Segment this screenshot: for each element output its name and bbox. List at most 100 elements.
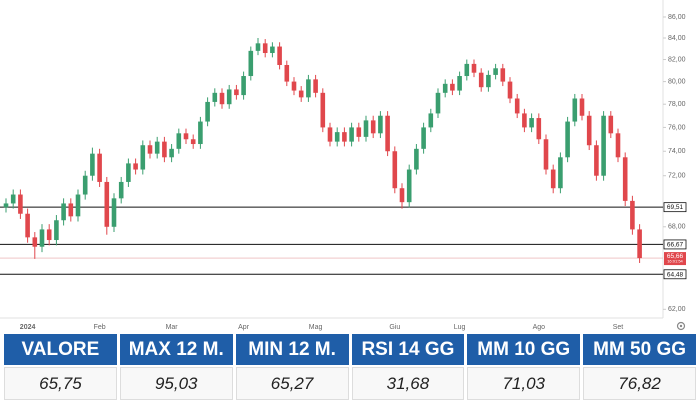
last-price-box xyxy=(664,252,686,266)
y-tick-label: 80,00 xyxy=(668,78,686,85)
chart: 86,00 84,00 82,00 80,00 78,00 76,00 74,00 72,00… xyxy=(0,0,687,331)
candle-body xyxy=(291,81,297,91)
candle-body xyxy=(615,133,621,158)
candle-body xyxy=(39,229,45,247)
y-tick-label: 84,00 xyxy=(668,35,686,42)
candle-body xyxy=(277,46,282,65)
candle-body xyxy=(378,115,383,134)
candle-body xyxy=(363,120,369,137)
candle-body xyxy=(486,74,491,88)
candle-body xyxy=(572,98,578,122)
candle-body xyxy=(637,229,642,259)
candle-body xyxy=(622,157,628,201)
settings-icon[interactable] xyxy=(676,321,686,331)
candle-body xyxy=(334,132,340,142)
candle-body xyxy=(75,194,81,217)
x-tick-label: Lug xyxy=(454,324,466,331)
candle-body xyxy=(241,76,246,96)
last-price-label: 65,66 xyxy=(667,253,684,260)
candle-body xyxy=(442,83,448,93)
candle-body xyxy=(219,92,225,105)
candle-body xyxy=(18,194,23,214)
table-header-cell: MIN 12 M. xyxy=(235,334,349,365)
candle-body xyxy=(536,118,542,140)
table-value-cell: 76,82 xyxy=(583,367,696,400)
table-value-cell: 65,27 xyxy=(235,367,349,400)
candle-body xyxy=(234,89,239,96)
candle-body xyxy=(147,145,153,154)
candle-body xyxy=(298,90,304,98)
table-header-cell: RSI 14 GG xyxy=(351,334,465,365)
y-tick-label: 76,00 xyxy=(668,124,686,131)
y-tick-label: 62,00 xyxy=(668,306,686,313)
candle-body xyxy=(406,169,412,203)
candle-body xyxy=(579,98,585,116)
candle-body xyxy=(133,163,138,170)
candle-body xyxy=(356,127,362,137)
candle-body xyxy=(90,153,95,176)
candle-body xyxy=(558,157,563,189)
candle-body xyxy=(25,213,30,238)
candle-body xyxy=(54,220,59,241)
candle-body xyxy=(104,181,110,227)
candle-body xyxy=(514,98,520,114)
x-tick-label: Ago xyxy=(533,324,546,331)
x-tick-label: Apr xyxy=(238,324,250,331)
x-tick-label: Giu xyxy=(389,324,400,331)
candle-body xyxy=(370,120,376,134)
candle-body xyxy=(522,113,527,128)
candle-body xyxy=(601,115,606,176)
candle-body xyxy=(586,115,592,146)
candle-body xyxy=(284,64,290,82)
candle-body xyxy=(169,148,174,158)
settings-gear[interactable] xyxy=(676,321,686,331)
candle-body xyxy=(226,89,232,105)
candle-body xyxy=(457,76,462,91)
candle-body xyxy=(82,175,88,195)
x-tick-label: Mar xyxy=(166,324,179,331)
candle-body xyxy=(140,145,146,170)
last-price-time: 16:01:54 xyxy=(667,259,683,264)
candle-body xyxy=(126,163,131,182)
candle-body xyxy=(349,127,354,142)
stats-table: VALORE MAX 12 M. MIN 12 M. RSI 14 GG MM 10 G… xyxy=(4,334,696,400)
candle-body xyxy=(421,127,426,149)
table-header-cell: MM 10 GG xyxy=(467,334,581,365)
candle-body xyxy=(507,81,513,99)
candle-body xyxy=(450,83,455,91)
candle-body xyxy=(97,153,102,182)
table-value-cell: 65,75 xyxy=(4,367,117,400)
candle-body xyxy=(471,63,477,73)
candle-body xyxy=(594,145,599,176)
candle-body xyxy=(118,181,124,199)
candle-body xyxy=(399,188,405,203)
level-label-box xyxy=(663,269,687,280)
settings-gear-center[interactable] xyxy=(679,324,683,328)
candle-body xyxy=(608,115,614,134)
candle-body xyxy=(3,203,9,208)
candle-body xyxy=(630,200,635,230)
candle-body xyxy=(183,133,189,140)
level-label: 66,67 xyxy=(667,241,684,248)
candle-body xyxy=(198,121,203,145)
candle-body xyxy=(162,141,167,158)
candle-body xyxy=(464,63,470,77)
table-header-cell: VALORE xyxy=(4,334,117,365)
level-label-box xyxy=(663,202,687,213)
candle-body xyxy=(176,133,182,149)
table-value-cell: 31,68 xyxy=(351,367,465,400)
x-tick-label: Mag xyxy=(309,324,323,331)
table-header-cell: MAX 12 M. xyxy=(119,334,233,365)
candle-body xyxy=(478,72,484,88)
y-tick-label: 74,00 xyxy=(668,148,686,155)
candle-body xyxy=(212,92,218,102)
candle-body xyxy=(68,203,74,217)
candle-body xyxy=(320,92,326,128)
x-tick-label: 2024 xyxy=(20,324,36,331)
candle-body xyxy=(435,92,441,114)
candle-body xyxy=(10,194,16,204)
candle-body xyxy=(327,127,333,142)
level-label-box xyxy=(663,239,687,250)
candle-body xyxy=(190,139,196,145)
